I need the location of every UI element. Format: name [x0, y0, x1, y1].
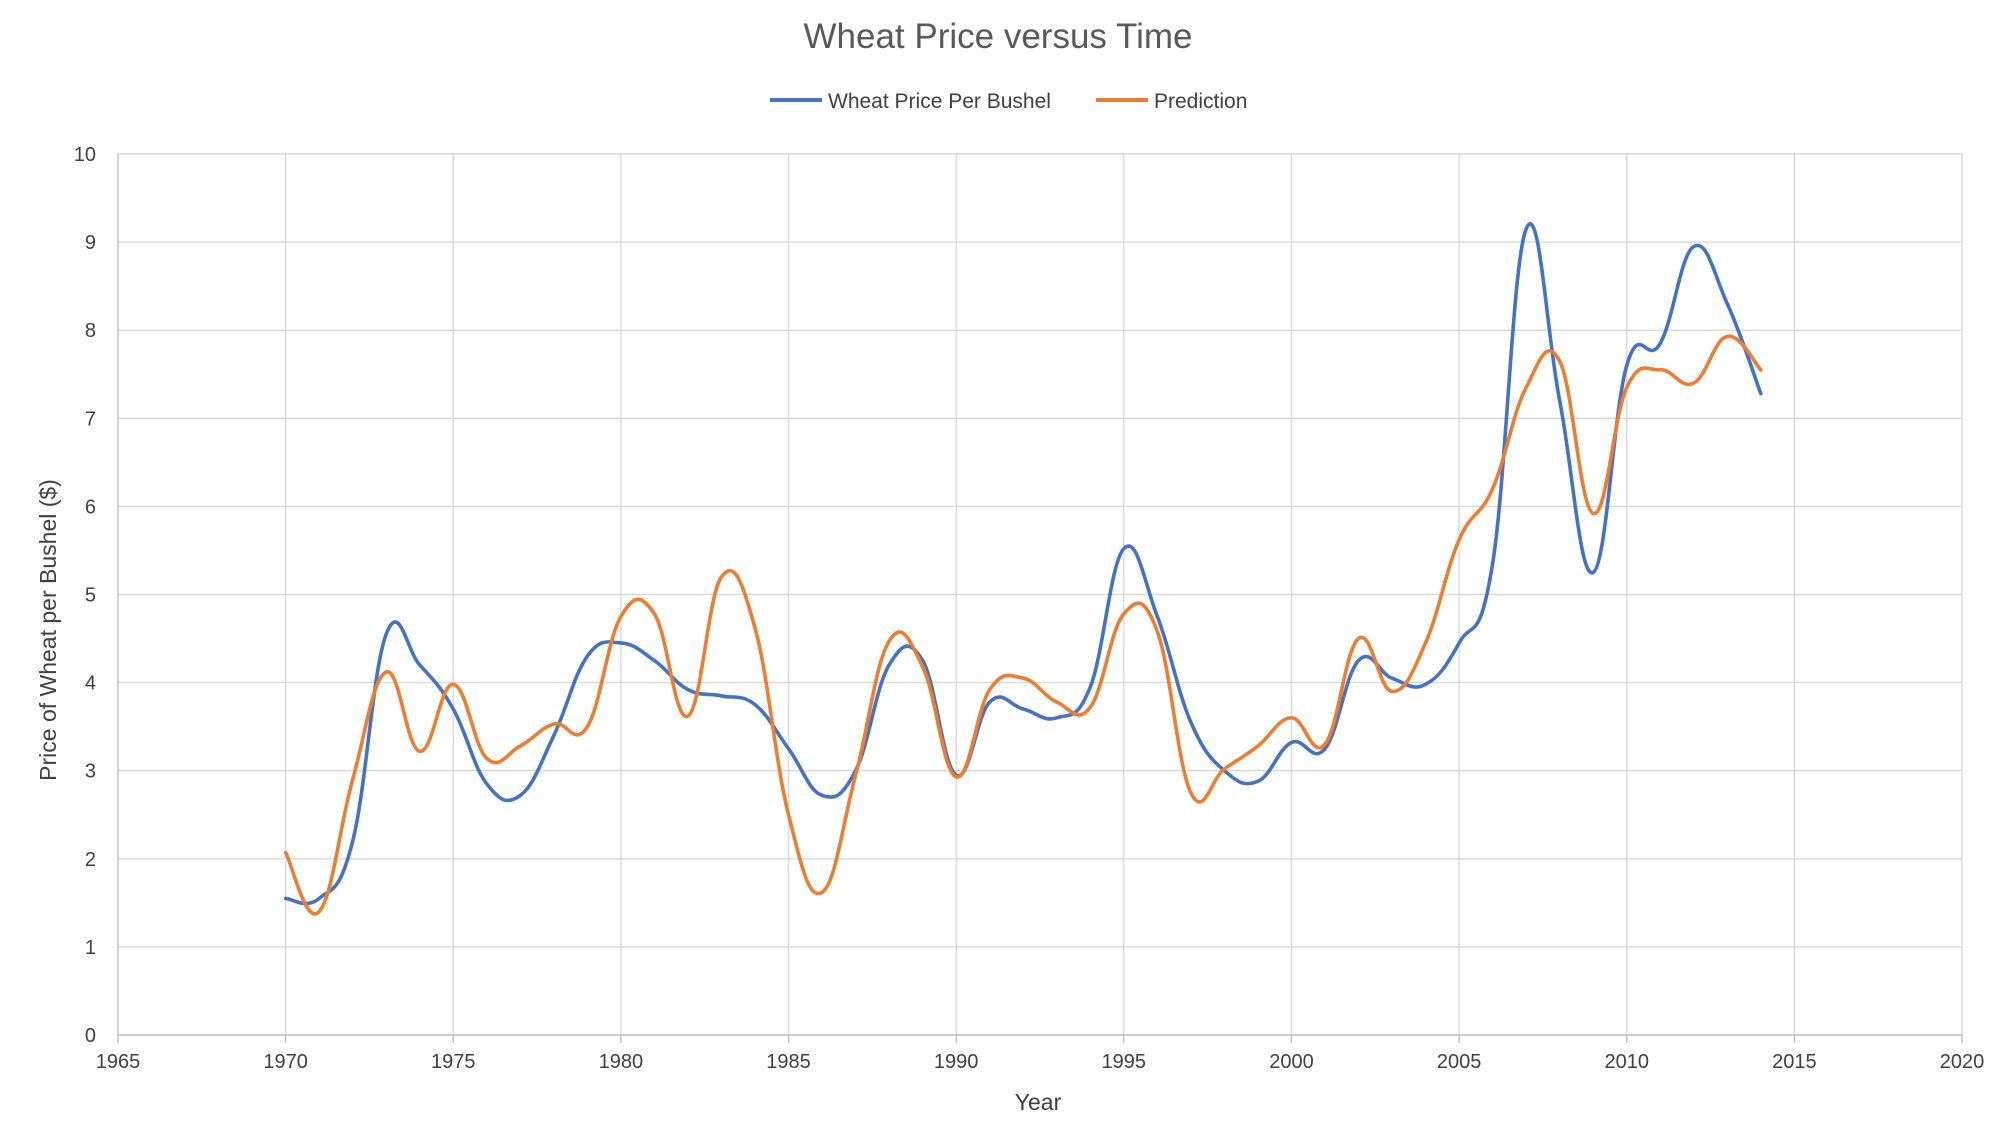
series-lines	[283, 222, 1763, 916]
y-tick-label: 10	[74, 144, 96, 166]
x-tick-label: 2015	[1772, 1051, 1817, 1073]
y-tick-label: 8	[85, 320, 96, 342]
y-tick-label: 0	[85, 1025, 96, 1047]
legend-label-prediction: Prediction	[1154, 90, 1247, 113]
x-tick-label: 1980	[599, 1051, 644, 1073]
y-tick-label: 3	[85, 761, 96, 783]
y-tick-label: 6	[85, 496, 96, 518]
y-tick-label: 7	[85, 408, 96, 430]
gridlines	[118, 153, 1963, 1035]
y-tick-label: 4	[85, 673, 96, 695]
x-tick-labels: 1965 1970 1975 1980 1985 1990 1995 2000 2005 2010…	[96, 1051, 1985, 1073]
y-tick-label: 9	[85, 232, 96, 254]
x-tick-label: 1995	[1102, 1051, 1147, 1073]
series-line-prediction	[283, 334, 1763, 916]
x-tick-label: 2005	[1437, 1051, 1482, 1073]
x-tick-label: 1990	[934, 1051, 979, 1073]
y-tick-labels: 0 1 2 3 4 5 6 7 8 9 10	[74, 144, 96, 1047]
legend-label-wheat-price: Wheat Price Per Bushel	[828, 90, 1051, 113]
legend: Wheat Price Per Bushel Prediction	[770, 90, 1247, 113]
y-axis-title: Price of Wheat per Bushel ($)	[35, 479, 61, 781]
x-tick-label: 1970	[263, 1051, 308, 1073]
x-tick-label: 2020	[1940, 1051, 1985, 1073]
x-tick-label: 1985	[766, 1051, 811, 1073]
x-axis-title: Year	[1015, 1089, 1062, 1115]
x-tick-label: 1975	[431, 1051, 476, 1073]
axes	[117, 154, 1963, 1043]
x-tick-label: 2010	[1604, 1051, 1649, 1073]
series-line-wheat-price-per-bushel	[283, 222, 1763, 906]
y-tick-label: 1	[85, 937, 96, 959]
x-tick-label: 1965	[96, 1051, 141, 1073]
x-tick-label: 2000	[1269, 1051, 1314, 1073]
chart-title: Wheat Price versus Time	[804, 17, 1193, 56]
y-tick-label: 2	[85, 849, 96, 871]
y-tick-label: 5	[85, 585, 96, 607]
